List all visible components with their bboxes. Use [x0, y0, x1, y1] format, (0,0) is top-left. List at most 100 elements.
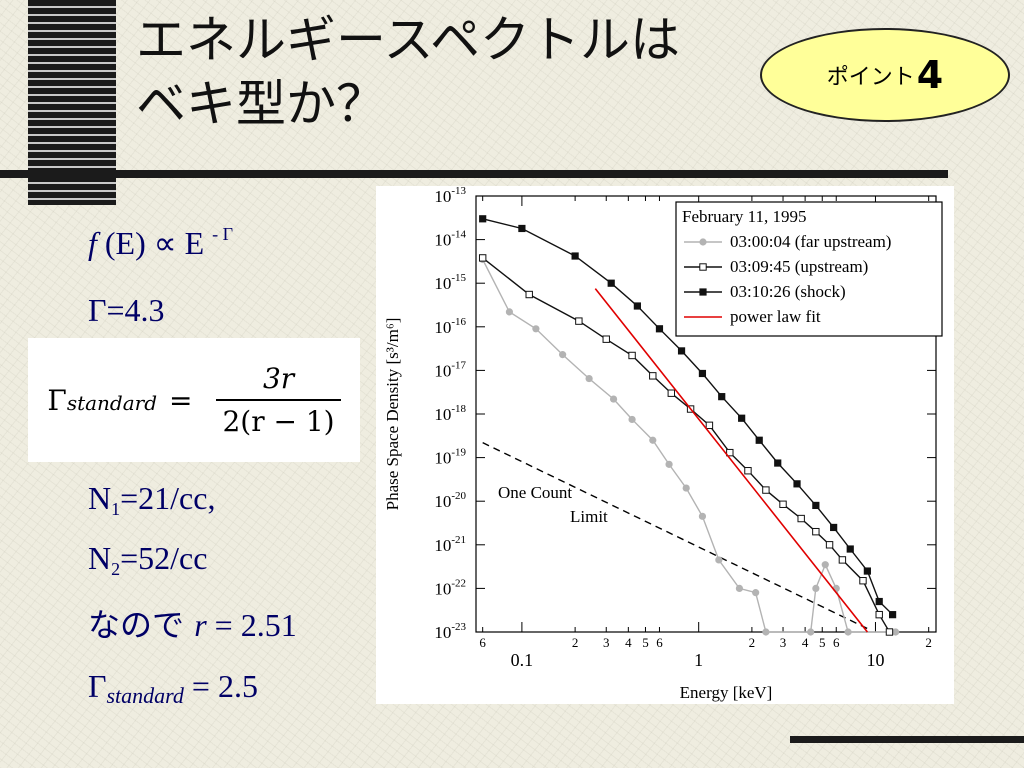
x-minor-tick-label: 5 — [642, 635, 649, 650]
data-point — [715, 556, 723, 564]
data-point — [738, 414, 746, 422]
y-tick-label: 10-14 — [434, 229, 466, 250]
data-point — [649, 372, 657, 380]
gamma-value: Γ=4.3 — [88, 292, 165, 328]
spectrum-chart: 10-13 10-14 10-15 10-16 10-17 10-18 10-19 10-20… — [383, 186, 943, 702]
data-point — [888, 611, 897, 619]
f-symbol: f — [88, 225, 97, 261]
n1-sub: 1 — [111, 499, 121, 519]
gamma-std-base: Γ — [88, 668, 107, 704]
legend-label: 03:10:26 (shock) — [730, 282, 846, 301]
data-point — [699, 238, 707, 246]
data-point — [585, 374, 593, 383]
n1-base: N — [88, 480, 112, 516]
data-point — [797, 514, 805, 523]
data-point — [726, 448, 734, 457]
legend-title: February 11, 1995 — [682, 207, 807, 226]
gamma-std-rest: = 2.5 — [183, 668, 258, 704]
title-underline-bar — [0, 170, 948, 178]
x-major-tick-label: 1 — [694, 650, 703, 670]
legend-label: 03:09:45 (upstream) — [730, 257, 868, 276]
y-tick-label: 10-22 — [434, 577, 466, 598]
r-var: r — [194, 607, 207, 643]
data-point — [779, 500, 787, 508]
y-axis-label: Phase Space Density [s³/m⁶] — [383, 318, 402, 511]
data-point — [762, 486, 770, 494]
data-point — [649, 436, 657, 444]
data-point — [655, 325, 664, 333]
data-point — [571, 252, 579, 260]
x-minor-tick-label: 6 — [833, 635, 840, 650]
x-minor-tick-label: 6 — [479, 635, 486, 650]
formula-fraction: 3r 2(r − 1) — [216, 362, 341, 438]
data-point — [667, 389, 675, 397]
x-minor-tick-label: 6 — [656, 635, 663, 650]
data-point — [744, 467, 752, 475]
data-point — [830, 523, 838, 532]
annotation-limit: Limit — [570, 507, 608, 526]
data-point — [752, 589, 760, 597]
x-minor-tick-label: 2 — [572, 635, 579, 650]
data-point — [755, 436, 763, 444]
n2-rest: =52/cc — [120, 540, 208, 576]
data-point — [762, 628, 770, 636]
x-minor-tick-label: 5 — [819, 635, 826, 650]
y-tick-label: 10-23 — [434, 621, 466, 642]
slide-title-line2: ベキ型か？ — [136, 75, 386, 133]
data-point — [838, 556, 847, 564]
formula-subscript: standard — [66, 390, 158, 415]
legend-item: 03:10:26 (shock) — [684, 282, 846, 301]
data-point — [628, 351, 636, 360]
x-minor-tick-label: 4 — [802, 635, 809, 650]
x-major-tick-label: 0.1 — [511, 650, 534, 670]
data-point — [518, 224, 526, 233]
point-badge-label: ポイント — [826, 65, 915, 90]
data-point — [479, 215, 487, 223]
y-tick-label: 10-16 — [434, 316, 466, 337]
n2-density: N2=52/cc — [88, 540, 207, 580]
legend-item: 03:00:04 (far upstream) — [684, 232, 891, 251]
data-point — [609, 395, 618, 403]
data-point — [633, 302, 641, 310]
footer-bar — [790, 736, 1024, 743]
data-point — [677, 347, 686, 355]
data-point — [607, 279, 615, 287]
annotation-one-count: One Count — [498, 483, 572, 502]
data-point — [682, 484, 690, 492]
data-point — [735, 584, 744, 592]
n2-sub: 2 — [111, 559, 121, 579]
y-tick-label: 10-15 — [434, 272, 466, 293]
data-point — [774, 459, 782, 467]
point-badge: ポイント 4 — [760, 28, 1010, 122]
data-point — [559, 351, 567, 359]
series-0 — [479, 255, 900, 636]
gamma-standard-value: Γstandard = 2.5 — [88, 668, 258, 709]
r-line-jp: なので — [88, 606, 195, 644]
data-point — [846, 545, 854, 553]
data-point — [628, 415, 636, 424]
legend-item: 03:09:45 (upstream) — [684, 257, 868, 276]
data-point — [665, 460, 673, 468]
slide-title: エネルギースペクトルは ベキ型か？ — [136, 8, 776, 136]
legend-box — [675, 201, 943, 337]
eq-exponent: - Γ — [212, 224, 234, 244]
legend-item: power law fit — [684, 307, 821, 326]
data-point — [698, 369, 707, 378]
spectrum-chart-panel: 10-13 10-14 10-15 10-16 10-17 10-18 10-19 10-20… — [376, 186, 954, 704]
x-minor-tick-label: 4 — [625, 635, 632, 650]
data-point — [698, 512, 707, 520]
compression-ratio: なので r = 2.51 — [88, 600, 297, 646]
y-tick-label: 10-18 — [434, 403, 466, 424]
data-point — [575, 317, 583, 325]
data-point — [793, 480, 801, 488]
n2-base: N — [88, 540, 112, 576]
series-1 — [478, 254, 894, 636]
x-minor-tick-label: 3 — [780, 635, 787, 650]
formula-gamma: Γ — [47, 383, 67, 417]
x-minor-tick-label: 3 — [603, 635, 610, 650]
legend-label: power law fit — [730, 307, 821, 326]
data-point — [844, 628, 852, 636]
formula-numerator: 3r — [262, 362, 295, 395]
y-tick-label: 10-19 — [434, 447, 466, 468]
